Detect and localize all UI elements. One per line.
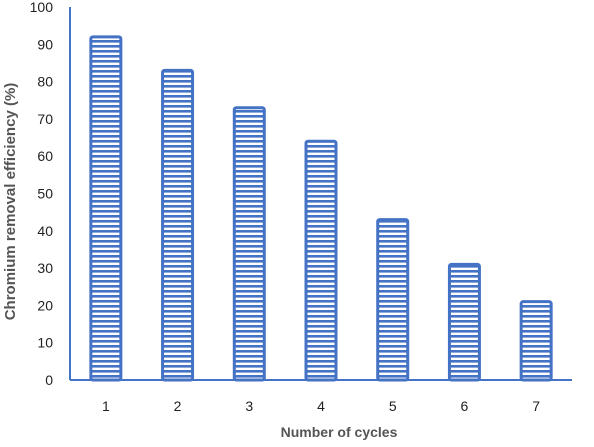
axis-layer — [69, 7, 572, 381]
x-tick-label: 7 — [532, 398, 540, 414]
bar — [376, 218, 410, 382]
x-tick-label: 5 — [389, 398, 397, 414]
bar — [232, 106, 266, 382]
x-tick-label: 1 — [102, 398, 110, 414]
y-tick-label: 0 — [45, 372, 53, 388]
y-tick-label: 30 — [37, 260, 53, 276]
bar — [161, 68, 195, 382]
y-tick-label: 80 — [37, 74, 53, 90]
x-tick-label: 2 — [174, 398, 182, 414]
x-axis-title: Number of cycles — [281, 424, 398, 440]
bar — [89, 35, 123, 382]
y-tick-label: 90 — [37, 36, 53, 52]
x-tick-labels: 1 2 3 4 5 6 7 — [102, 398, 540, 414]
y-tick-label: 10 — [37, 335, 53, 351]
bar — [304, 139, 338, 382]
y-tick-labels: 0 10 20 30 40 50 60 70 80 90 100 — [30, 0, 54, 388]
x-tick-label: 4 — [317, 398, 325, 414]
y-tick-label: 20 — [37, 297, 53, 313]
x-tick-label: 6 — [461, 398, 469, 414]
y-axis-title: Chromium removal efficiency (%) — [2, 83, 19, 321]
x-tick-label: 3 — [245, 398, 253, 414]
y-tick-label: 40 — [37, 223, 53, 239]
y-tick-label: 100 — [30, 0, 54, 15]
y-tick-label: 50 — [37, 186, 53, 202]
bar — [447, 262, 481, 382]
y-tick-label: 70 — [37, 111, 53, 127]
bar — [519, 300, 553, 382]
y-tick-label: 60 — [37, 148, 53, 164]
bars-layer — [89, 35, 553, 382]
